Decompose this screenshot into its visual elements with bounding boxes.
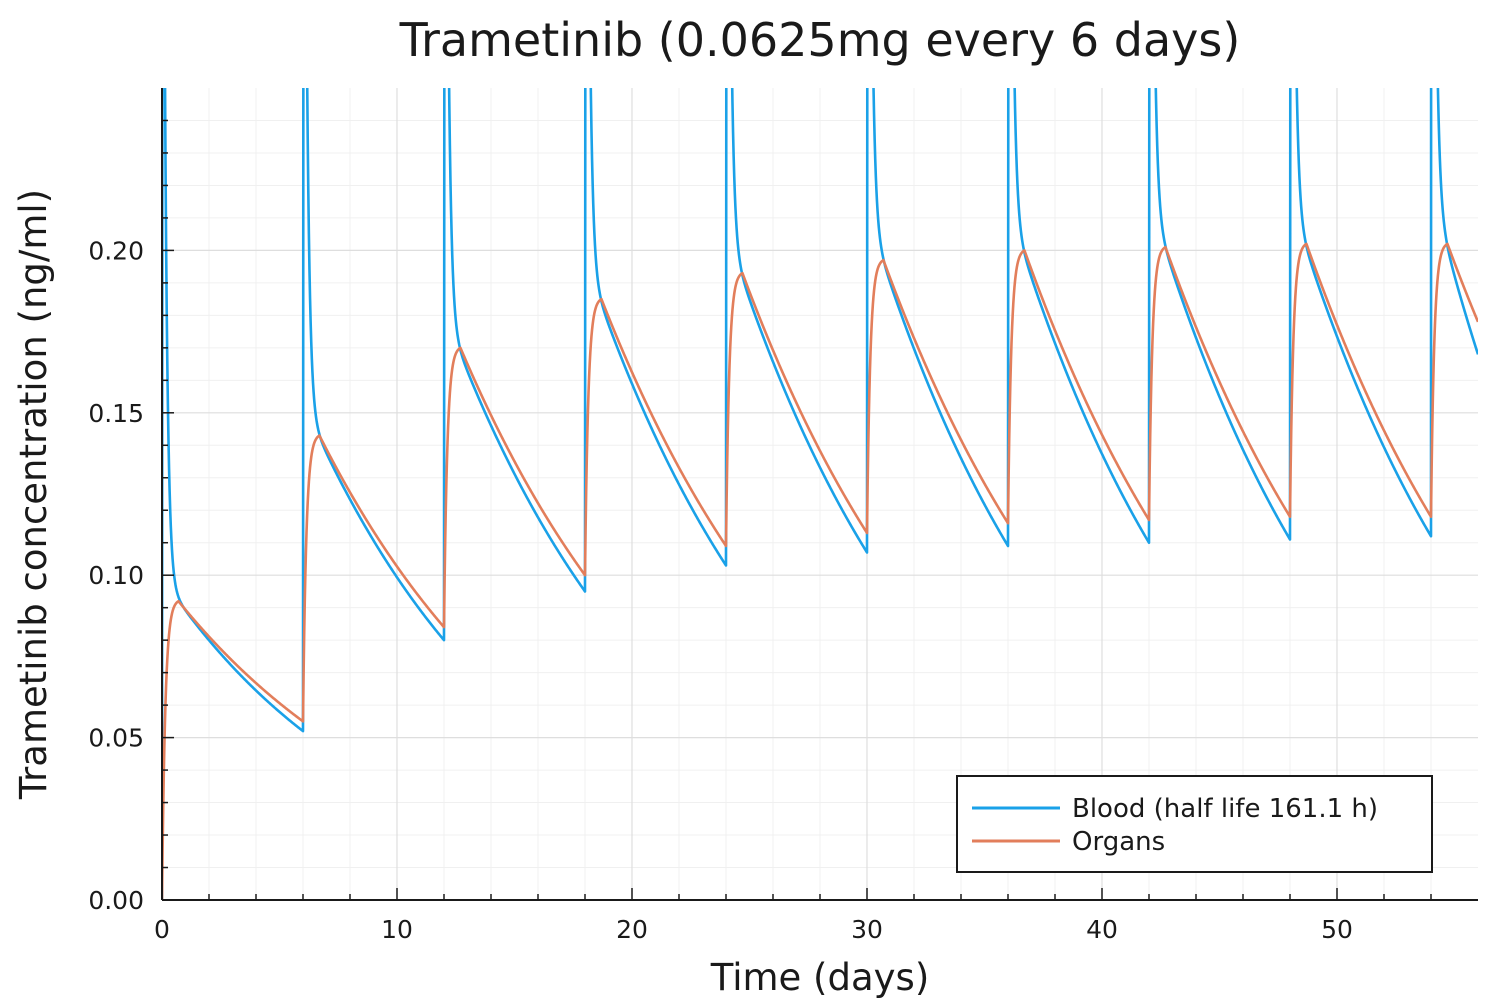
x-tick-label: 30 bbox=[851, 915, 883, 944]
legend-box bbox=[956, 775, 1433, 873]
x-axis-label: Time (days) bbox=[710, 956, 930, 999]
y-tick-label: 0.00 bbox=[88, 886, 144, 915]
chart-title: Trametinib (0.0625mg every 6 days) bbox=[399, 13, 1241, 67]
legend-label-organs: Organs bbox=[1072, 827, 1165, 857]
x-tick-label: 10 bbox=[381, 915, 413, 944]
series-line-blood bbox=[162, 88, 1478, 900]
x-tick-label: 40 bbox=[1086, 915, 1118, 944]
y-tick-label: 0.20 bbox=[88, 236, 144, 265]
x-tick-label: 50 bbox=[1321, 915, 1353, 944]
x-tick-label: 20 bbox=[616, 915, 648, 944]
series-layer bbox=[162, 88, 1478, 900]
y-tick-label: 0.15 bbox=[88, 399, 144, 428]
series-line-organs bbox=[162, 242, 1478, 900]
x-tick-label: 0 bbox=[154, 915, 170, 944]
y-axis-label: Trametinib concentration (ng/ml) bbox=[12, 189, 55, 800]
legend: Blood (half life 161.1 h) Organs bbox=[956, 775, 1433, 873]
major-grid bbox=[162, 88, 1478, 900]
tick-labels: 0 10 20 30 40 50 0.00 0.05 0.10 0.15 0.20 bbox=[88, 236, 1353, 944]
legend-label-blood: Blood (half life 161.1 h) bbox=[1072, 794, 1378, 824]
axes bbox=[161, 88, 1478, 901]
y-tick-label: 0.10 bbox=[88, 561, 144, 590]
y-tick-label: 0.05 bbox=[88, 724, 144, 753]
